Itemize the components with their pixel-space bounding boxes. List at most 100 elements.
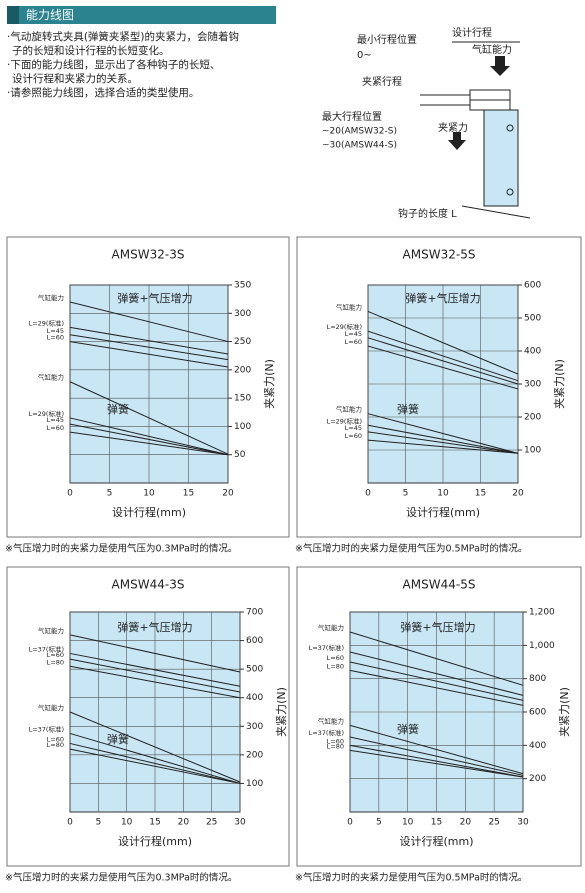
y-tick-label: 300: [524, 380, 541, 390]
series-line: [349, 749, 524, 778]
series-label: L=37(标准): [309, 643, 344, 652]
series-line: [349, 744, 524, 778]
annotation: 弹簧+气压增力: [405, 291, 480, 305]
series-line: [367, 337, 519, 385]
annotation: 弹簧+气压增力: [400, 620, 475, 634]
leader: [461, 205, 531, 219]
chart-title: AMSW32-3S: [112, 248, 185, 262]
annotation: 弹簧: [397, 722, 419, 736]
intro-line: ·下面的能力线图，显示出了各种钩子的长短、: [7, 58, 220, 71]
x-tick-label: 10: [402, 818, 414, 828]
series-label: L=37(标准): [29, 644, 64, 653]
y-tick-label: 300: [246, 722, 263, 732]
diagram-label: ~20(AMSW32-S): [322, 127, 397, 137]
y-tick-label: 500: [246, 665, 263, 675]
port: [506, 124, 514, 132]
intro-line: 子的长短和设计行程的长短变化。: [12, 44, 170, 57]
series-label: 气缸能力: [318, 623, 344, 632]
y-tick-label: 100: [524, 446, 541, 456]
series-line: [349, 661, 524, 701]
series-line: [367, 413, 519, 454]
y-tick-label: 300: [234, 309, 251, 319]
series-line: [69, 658, 241, 693]
series-label: L=29(标准): [29, 409, 64, 418]
y-tick-label: 400: [524, 347, 541, 357]
y-tick-label: 500: [524, 314, 541, 324]
series-label: L=60: [47, 334, 64, 342]
series-label: L=45: [345, 424, 362, 432]
y-tick-label: 600: [524, 281, 541, 291]
y-axis-label: 夹紧力(N): [553, 359, 566, 409]
series-label: L=45: [345, 330, 362, 338]
chart-note: ※气压增力时的夹紧力是使用气压为0.3MPa时的情况。: [5, 543, 237, 555]
diagram-label: 最小行程位置: [357, 33, 417, 46]
chart-note: ※气压增力时的夹紧力是使用气压为0.5MPa时的情况。: [295, 543, 527, 555]
annotation: 弹簧: [107, 732, 129, 746]
series-line: [69, 431, 229, 456]
series-label: L=60: [47, 735, 64, 743]
series-label: 气缸能力: [336, 302, 362, 311]
y-tick-label: 200: [246, 750, 263, 760]
series-line: [69, 341, 229, 368]
series-line: [69, 634, 241, 673]
series-label: L=37(标准): [29, 724, 64, 733]
x-tick-label: 20: [222, 489, 234, 499]
intro-line: ·气动旋转式夹具(弹簧夹紧型)的夹紧力，会随着钩: [7, 30, 239, 43]
chart-title: AMSW44-3S: [112, 578, 185, 592]
y-tick-label: 800: [529, 674, 546, 684]
x-tick-label: 15: [183, 489, 194, 499]
hook-bottom: [469, 99, 511, 111]
y-tick-label: 250: [234, 337, 251, 347]
y-tick-label: 100: [234, 422, 251, 432]
diagram-label: 夹紧力: [438, 121, 468, 134]
chart-frame: [296, 566, 582, 867]
y-axis-label: 夹紧力(N): [275, 687, 288, 737]
series-line: [69, 652, 241, 687]
series-line: [69, 711, 241, 783]
annotation: 弹簧+气压增力: [117, 291, 192, 305]
y-tick-label: 400: [246, 693, 263, 703]
series-line: [69, 381, 229, 455]
series-label: L=60: [47, 651, 64, 659]
series-label: L=80: [47, 741, 64, 749]
annotation: 弹簧: [397, 402, 419, 416]
chart-title: AMSW44-5S: [403, 578, 476, 592]
diagram-label: 设计行程: [452, 26, 492, 39]
series-line: [69, 417, 229, 456]
x-tick-label: 5: [107, 489, 113, 499]
y-tick-label: 1,000: [529, 641, 555, 651]
y-axis-label: 夹紧力(N): [263, 359, 276, 409]
series-line: [69, 301, 229, 343]
chart-note: ※气压增力时的夹紧力是使用气压为0.5MPa时的情况。: [295, 872, 527, 884]
x-tick-label: 15: [149, 818, 160, 828]
series-line: [69, 732, 241, 784]
x-tick-label: 30: [234, 818, 246, 828]
series-label: 气缸能力: [38, 293, 64, 302]
series-label: 气缸能力: [38, 373, 64, 382]
x-tick-label: 15: [431, 818, 442, 828]
x-tick-label: 10: [437, 489, 449, 499]
series-line: [69, 423, 229, 456]
y-tick-label: 350: [234, 281, 251, 291]
x-tick-label: 0: [365, 489, 371, 499]
series-line: [367, 345, 519, 390]
y-tick-label: 150: [234, 394, 251, 404]
series-label: L=29(标准): [29, 318, 64, 327]
intro: ·气动旋转式夹具(弹簧夹紧型)的夹紧力，会随着钩 子的长短和设计行程的长短变化。…: [7, 30, 239, 99]
series-line: [367, 439, 519, 454]
series-line: [367, 424, 519, 454]
diagram-label: ~30(AMSW44-S): [322, 141, 397, 151]
diagram-label: 夹紧行程: [362, 75, 402, 88]
x-tick-label: 10: [143, 489, 155, 499]
chart-note: ※气压增力时的夹紧力是使用气压为0.3MPa时的情况。: [5, 872, 237, 884]
series-label: L=45: [47, 327, 64, 335]
intro-line: ·请参照能力线图，选择合适的类型使用。: [7, 86, 199, 99]
x-tick-label: 0: [347, 818, 353, 828]
series-label: L=45: [47, 416, 64, 424]
annotation: 弹簧+气压增力: [117, 620, 192, 634]
diagram-label: 0~: [357, 50, 372, 61]
x-tick-label: 25: [206, 818, 217, 828]
arrow-down: [448, 132, 466, 150]
x-axis-label: 设计行程(mm): [399, 835, 473, 848]
